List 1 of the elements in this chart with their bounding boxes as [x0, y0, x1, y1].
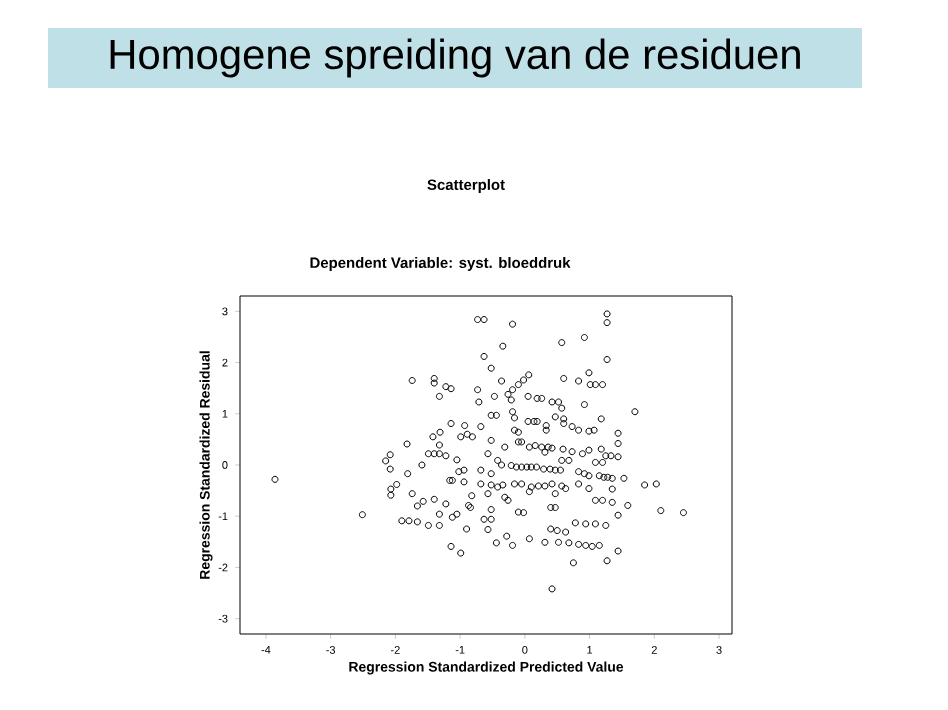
text: Homogene spreiding van de residuen: [110, 38, 800, 78]
